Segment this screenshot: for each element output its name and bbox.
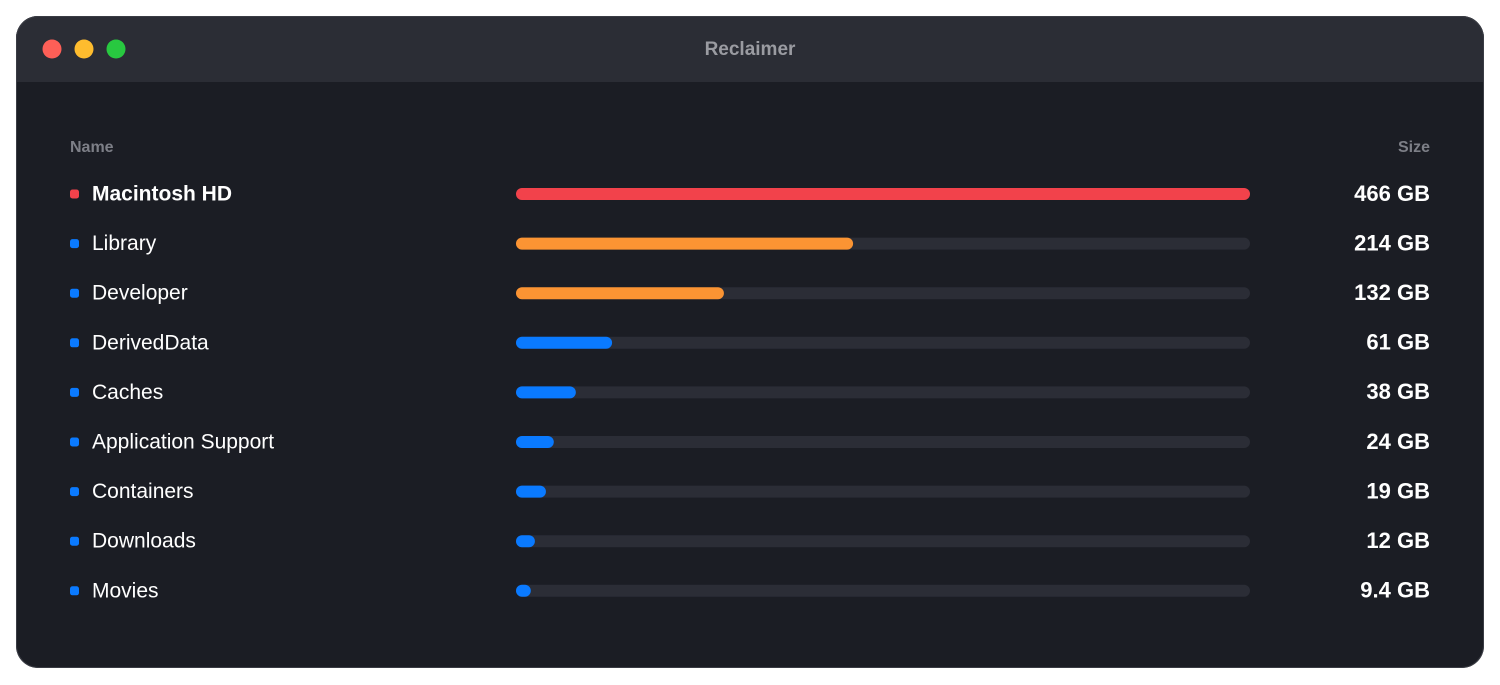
size-label: 61 GB [1366,330,1430,355]
size-bar [516,535,535,548]
window-border [16,16,1484,668]
column-header[interactable]: Name [70,139,114,156]
row-dot [70,586,79,596]
row-dot [70,437,79,447]
row-name: Developer [92,282,188,305]
size-label: 24 GB [1366,429,1430,454]
title-bar [16,16,1484,82]
row-dot [70,288,79,298]
size-label: 214 GB [1354,230,1430,255]
column-header[interactable]: Size [1398,139,1430,156]
size-label: 12 GB [1366,528,1430,553]
window-title: Reclaimer [705,39,796,60]
size-label: 466 GB [1354,181,1430,206]
bar-track [516,386,1250,399]
row-name: Movies [92,579,159,602]
size-bar [516,188,1250,200]
size-bar [516,336,613,349]
size-label: 132 GB [1354,280,1430,305]
close-button[interactable] [42,39,62,59]
row-dot [70,487,79,497]
row-name: Caches [92,381,163,404]
size-bar [516,237,854,250]
minimize-button[interactable] [74,39,94,59]
row-name: DerivedData [92,331,209,354]
size-bar [516,485,546,498]
bar-track [516,535,1250,548]
row-dot [70,338,79,348]
size-bar [516,287,724,300]
size-label: 9.4 GB [1360,578,1430,603]
row-dot [70,536,79,546]
row-name: Downloads [92,530,196,553]
row-dot [70,239,79,249]
bar-track [516,436,1250,448]
bar-track [516,336,1250,349]
row-dot [70,387,79,397]
row-name: Containers [92,480,194,503]
size-bar [516,584,531,597]
size-bar [516,436,554,448]
zoom-button[interactable] [106,39,126,59]
size-label: 38 GB [1366,379,1430,404]
bar-track [516,584,1250,597]
size-bar [516,386,576,399]
row-dot [70,189,79,199]
row-name: Application Support [92,431,274,454]
row-name: Library [92,232,157,255]
bar-track [516,485,1250,498]
row-name: Macintosh HD [92,183,232,206]
size-label: 19 GB [1366,478,1430,503]
